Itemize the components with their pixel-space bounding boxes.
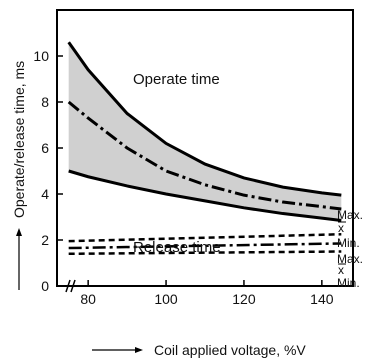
tick-group: 0 2 4 6 8 10 80 100 120 140: [33, 48, 333, 307]
release-time-annotation: Release time: [133, 239, 221, 256]
x-tick-label: 120: [232, 291, 256, 307]
y-tick-label: 8: [41, 94, 49, 110]
series-line-release-max: [68, 233, 342, 243]
operate-time-annotation: Operate time: [133, 71, 220, 88]
operate-min-label: Min.: [337, 236, 360, 250]
operate-max-label: Max.: [337, 208, 363, 222]
y-tick-label: 0: [41, 278, 49, 294]
y-axis-arrow-head: [16, 228, 22, 236]
x-tick-label: 80: [80, 291, 96, 307]
series-line-operate-mean: [67, 100, 342, 211]
x-axis-title-group: Coil applied voltage, %V: [92, 342, 306, 358]
y-tick-label: 10: [33, 48, 49, 64]
operate-end-labels: Max. x Min.: [337, 208, 363, 250]
release-min-label: Min.: [337, 276, 360, 290]
y-axis-title-group: Operate/release time, ms: [11, 61, 27, 290]
release-mean-label: x: [338, 263, 344, 277]
release-max-label: Max.: [337, 252, 363, 266]
series-line-release-mean: [68, 242, 342, 250]
axis-break-marks: [65, 279, 76, 293]
mean-overbars: [338, 221, 346, 265]
y-tick-label: 6: [41, 140, 49, 156]
operate-mean-label: x: [338, 221, 344, 235]
series-line-release-min: [68, 250, 342, 256]
series-line-operate-min: [68, 169, 342, 222]
x-axis-arrow-head: [135, 347, 143, 353]
y-tick-label: 4: [41, 186, 49, 202]
series-line-operate-max: [67, 41, 342, 197]
series-group: [67, 41, 342, 256]
x-tick-label: 100: [154, 291, 178, 307]
y-axis-title: Operate/release time, ms: [11, 61, 27, 218]
x-axis-title: Coil applied voltage, %V: [154, 342, 306, 358]
release-end-labels: Max. x Min.: [337, 252, 363, 290]
x-tick-label: 140: [310, 291, 334, 307]
y-tick-label: 2: [41, 232, 49, 248]
operate-band-group: [68, 42, 342, 221]
operate-range-band: [68, 42, 342, 221]
